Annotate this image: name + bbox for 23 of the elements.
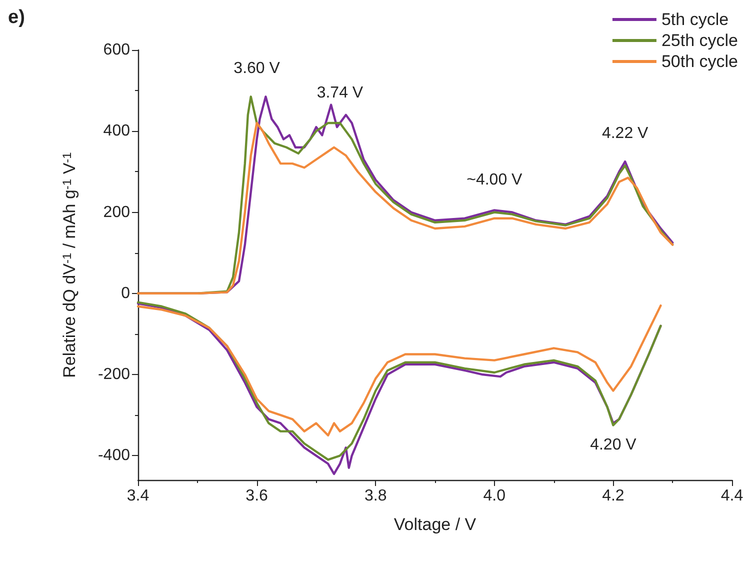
y-tick-label: 600 xyxy=(103,42,130,58)
x-axis-title: Voltage / V xyxy=(394,515,477,534)
legend-label: 50th cycle xyxy=(661,52,738,71)
y-tick-label: 200 xyxy=(103,204,130,221)
legend-label: 25th cycle xyxy=(661,31,738,50)
x-tick-label: 3.8 xyxy=(364,488,387,504)
x-tick-label: 3.4 xyxy=(126,488,150,504)
text: e) xyxy=(8,7,25,28)
annotation: 3.60 V xyxy=(234,60,280,78)
y-tick-label: 400 xyxy=(103,122,130,140)
x-tick-label: 4.4 xyxy=(720,488,744,504)
x-tick-label: 4.0 xyxy=(483,488,506,504)
x-tick-label: 3.6 xyxy=(246,488,268,504)
y-tick-label: 0 xyxy=(121,284,130,302)
annotation: ~4.00 V xyxy=(466,172,523,189)
y-tick-label: -200 xyxy=(98,366,130,384)
annotation: 4.22 V xyxy=(602,125,649,142)
legend-label: 5th cycle xyxy=(661,10,729,29)
x-tick-label: 4.2 xyxy=(602,488,624,504)
y-axis-title: Relative dQ dV-1 / mAh g-1 V-1 xyxy=(60,152,79,378)
annotation: 4.20 V xyxy=(590,436,637,454)
annotation: 3.74 V xyxy=(316,84,364,102)
y-tick-label: -400 xyxy=(98,447,130,464)
